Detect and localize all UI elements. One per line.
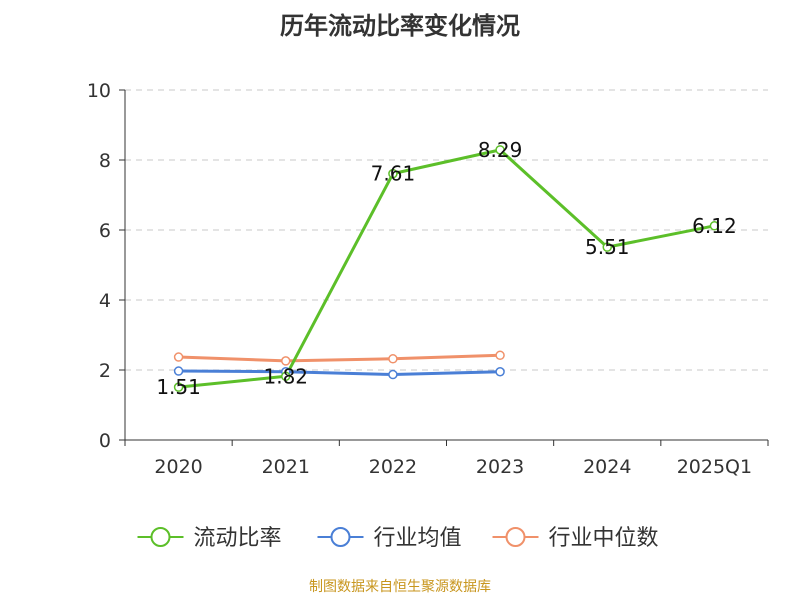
data-point [388, 369, 398, 380]
legend[interactable]: 流动比率 行业均值 行业中位数 [137, 526, 659, 551]
x-tick-labels: 2020 2021 2022 2023 2024 2025Q1 [154, 456, 752, 478]
data-point [173, 382, 184, 392]
x-tick-label: 2025Q1 [677, 456, 752, 478]
data-point [602, 242, 612, 252]
legend-marker [330, 527, 351, 547]
legend-label: 行业均值 [374, 526, 462, 551]
y-tick-label: 10 [87, 80, 111, 102]
data-label: 5.51 [585, 235, 630, 259]
series-line [178, 369, 501, 377]
y-tick-label: 6 [99, 220, 111, 242]
y-tick-labels: 0 2 4 6 8 10 [87, 80, 111, 452]
data-points [173, 145, 720, 392]
legend-item[interactable]: 流动比率 [137, 526, 282, 551]
legend-marker [505, 527, 526, 547]
series-lines [178, 148, 715, 389]
x-tick-label: 2020 [154, 456, 202, 478]
axes [119, 89, 769, 446]
data-point [173, 352, 184, 362]
x-tick-label: 2023 [476, 456, 524, 478]
data-point [709, 221, 720, 231]
x-tick-label: 2021 [262, 456, 310, 478]
data-point [388, 168, 398, 179]
chart-title: 历年流动比率变化情况 [280, 12, 520, 40]
data-point [495, 145, 505, 155]
y-tick-label: 4 [99, 290, 111, 312]
legend-item[interactable]: 行业中位数 [492, 526, 659, 551]
legend-marker [150, 527, 171, 547]
legend-label: 行业中位数 [549, 526, 659, 551]
x-tick-label: 2022 [369, 456, 417, 478]
data-label: 8.29 [478, 138, 523, 162]
data-label: 1.51 [156, 375, 201, 399]
grid-lines [125, 89, 768, 371]
data-point [388, 354, 398, 364]
data-label: 6.12 [692, 214, 737, 238]
source-note: 制图数据来自恒生聚源数据库 [309, 579, 491, 595]
data-point [281, 371, 291, 382]
legend-item[interactable]: 行业均值 [317, 526, 462, 551]
data-label: 1.82 [263, 364, 308, 388]
x-tick-label: 2024 [583, 456, 631, 478]
data-label: 7.61 [371, 162, 416, 186]
legend-label: 流动比率 [194, 526, 282, 551]
data-point [495, 367, 505, 377]
data-point [173, 366, 184, 376]
series-line [178, 353, 501, 363]
series-line [178, 148, 715, 389]
y-tick-label: 2 [99, 360, 111, 382]
y-tick-label: 0 [99, 430, 111, 452]
data-labels: 1.51 1.82 7.61 8.29 5.51 6.12 [156, 138, 736, 399]
data-point [495, 350, 505, 361]
y-tick-label: 8 [99, 150, 111, 172]
data-point [281, 356, 291, 366]
